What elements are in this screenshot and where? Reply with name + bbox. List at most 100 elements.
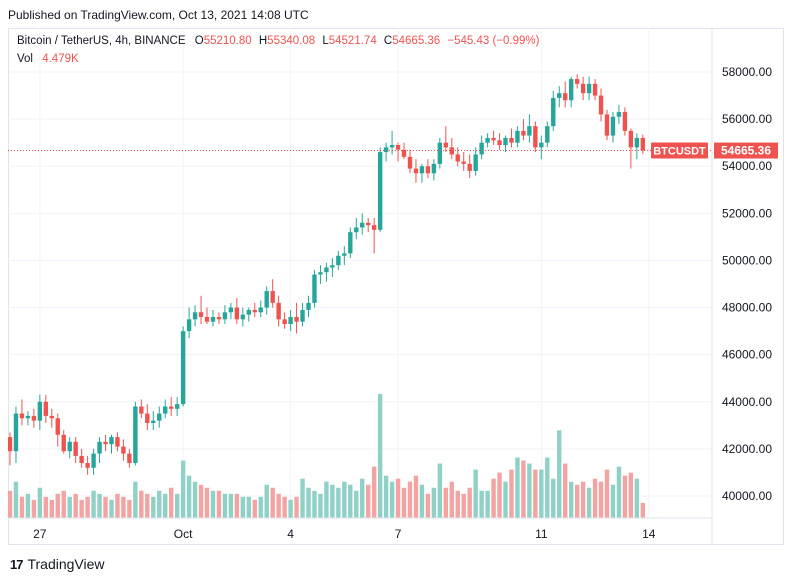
volume-bar <box>336 487 341 518</box>
volume-bar <box>622 475 628 518</box>
high-value: 55340.08 <box>267 35 316 47</box>
volume-bar <box>371 466 377 518</box>
volume-bar <box>180 460 186 518</box>
volume-bar <box>580 481 586 518</box>
volume-bar <box>366 484 371 518</box>
volume-bar <box>258 496 263 518</box>
tradingview-logo-icon: 17 <box>10 556 24 572</box>
time-tick-label: 11 <box>535 527 548 541</box>
volume-bar <box>491 478 496 518</box>
candle-body <box>533 126 538 148</box>
time-tick-label: Oct <box>174 527 193 541</box>
candle-body <box>557 93 562 98</box>
volume-bar <box>610 484 616 518</box>
candle-body <box>604 114 610 136</box>
volume-bar <box>419 484 425 518</box>
candle-body <box>198 312 204 317</box>
price-tick-label: 52000.00 <box>722 206 772 220</box>
volume-bar <box>598 481 604 518</box>
volume-value: 4.479K <box>42 53 79 65</box>
brand-name: TradingView <box>27 556 105 572</box>
candle-body <box>610 116 616 136</box>
candle-body <box>139 406 144 414</box>
candle-body <box>37 401 43 421</box>
volume-bar <box>634 478 640 518</box>
candle-body <box>574 79 580 84</box>
candle-body <box>228 307 234 313</box>
candle-body <box>163 406 168 414</box>
volume-label: Vol <box>17 53 33 65</box>
candle-body <box>407 156 413 169</box>
candle-body <box>622 112 628 131</box>
candle-body <box>324 267 329 273</box>
volume-bar <box>509 469 514 518</box>
volume-bar <box>222 493 228 518</box>
tradingview-footer[interactable]: 17 TradingView <box>10 556 105 572</box>
volume-bar <box>109 499 114 518</box>
volume-bar <box>97 493 102 518</box>
price-tick-label: 56000.00 <box>722 112 772 126</box>
volume-bar <box>640 502 646 518</box>
volume-legend: Vol 4.479K <box>17 53 79 65</box>
candle-body <box>19 413 25 419</box>
candle-body <box>360 222 365 228</box>
time-tick-label: 7 <box>395 527 402 541</box>
volume-bar <box>467 487 472 518</box>
candlestick-chart[interactable]: 58000.00 56000.00 54000.00 52000.00 50000.00… <box>8 28 784 545</box>
candle-body <box>491 137 496 141</box>
candle-body <box>31 415 37 421</box>
candle-body <box>419 166 425 174</box>
candle-body <box>312 274 317 303</box>
candle-body <box>455 154 460 162</box>
volume-bar <box>91 490 96 518</box>
volume-bar <box>461 493 466 518</box>
candle-body <box>509 137 514 143</box>
candle-body <box>300 309 305 322</box>
volume-bar <box>139 490 144 518</box>
candle-body <box>270 291 275 303</box>
candle-body <box>539 142 544 148</box>
symbol-label: Bitcoin / TetherUS, 4h, BINANCE <box>17 35 186 47</box>
candle-body <box>449 147 454 155</box>
candle-body <box>294 316 299 322</box>
volume-bar <box>276 493 281 518</box>
volume-bar <box>186 475 192 518</box>
candle-body <box>204 316 210 322</box>
candle-body <box>527 126 532 136</box>
volume-bar <box>616 466 622 518</box>
candle-body <box>192 312 198 320</box>
volume-bar <box>318 493 323 518</box>
candle-body <box>348 232 353 254</box>
volume-bar <box>210 490 216 518</box>
last-price-tag: BTCUSDT 54665.36 <box>651 142 778 159</box>
close-label: C <box>383 35 393 47</box>
volume-bar <box>628 472 634 518</box>
volume-bar <box>145 493 150 518</box>
volume-bar <box>485 490 490 518</box>
volume-bar <box>437 463 443 518</box>
candle-body <box>91 453 96 468</box>
candle-body <box>174 404 180 409</box>
candle-body <box>366 222 371 226</box>
price-candles <box>8 74 646 475</box>
candle-body <box>413 168 419 174</box>
candle-body <box>145 413 150 423</box>
candle-body <box>437 142 443 164</box>
candle-body <box>354 227 359 233</box>
candle-body <box>133 406 138 464</box>
volume-bar <box>55 493 60 518</box>
volume-bar <box>354 490 359 518</box>
candle-body <box>545 126 550 143</box>
candle-body <box>401 149 407 157</box>
candle-body <box>592 83 598 96</box>
candle-body <box>318 272 323 275</box>
volume-bar <box>401 487 407 518</box>
price-tick-label: 48000.00 <box>722 301 772 315</box>
volume-bar <box>67 496 72 518</box>
candle-body <box>157 413 162 421</box>
volume-bar <box>413 475 419 518</box>
volume-bar <box>497 472 502 518</box>
price-axis: 58000.00 56000.00 54000.00 52000.00 50000.00… <box>722 65 772 503</box>
candle-body <box>168 406 174 409</box>
candle-body <box>210 316 216 322</box>
